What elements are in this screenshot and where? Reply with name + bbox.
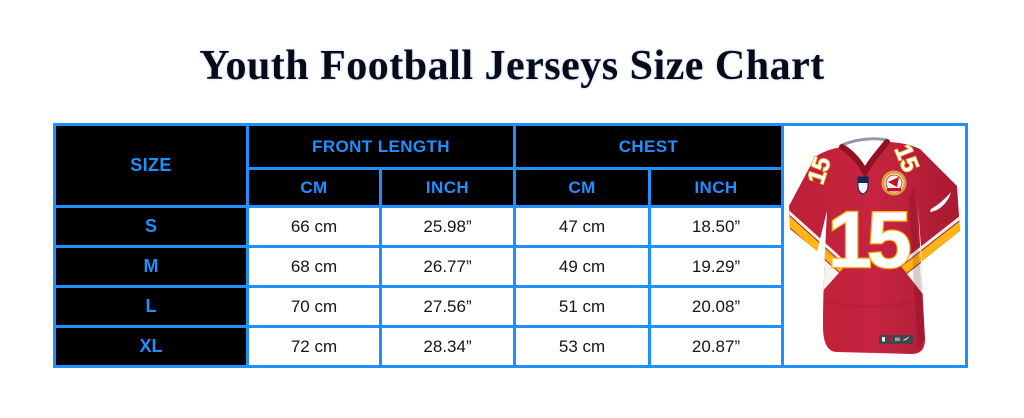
cell-xl-front-inch: 28.34”	[378, 325, 517, 368]
cell-s-front-inch: 25.98”	[378, 205, 517, 248]
jersey-image-cell: 15 15	[781, 123, 969, 368]
cell-xl-chest-cm: 53 cm	[513, 325, 652, 368]
column-header-front-length: FRONT LENGTH	[245, 123, 517, 170]
size-chart-table: SIZE FRONT LENGTH CHEST	[53, 123, 969, 368]
cell-s-chest-cm: 47 cm	[513, 205, 652, 248]
table-row-s: S 66 cm 25.98” 47 cm 18.50”	[53, 205, 967, 248]
row-label-s: S	[53, 205, 249, 248]
cell-m-chest-cm: 49 cm	[513, 245, 652, 288]
subheader-front-cm: CM	[246, 167, 382, 208]
subheader-chest-cm: CM	[513, 167, 652, 208]
jersey-body	[789, 141, 961, 354]
table-row-m: M 68 cm 26.77” 49 cm 19.29”	[53, 245, 967, 288]
subheader-front-inch: INCH	[378, 167, 517, 208]
cell-l-chest-cm: 51 cm	[513, 285, 652, 328]
cell-m-front-inch: 26.77”	[378, 245, 517, 288]
nfl-shield-icon	[857, 176, 869, 195]
row-label-m: M	[53, 245, 249, 288]
cell-l-chest-inch: 20.08”	[648, 285, 785, 328]
subheader-chest-inch: INCH	[648, 167, 785, 208]
page-title: Youth Football Jerseys Size Chart	[199, 43, 825, 89]
column-header-size: SIZE	[53, 123, 249, 208]
team-patch-icon	[881, 170, 907, 195]
cell-xl-front-cm: 72 cm	[246, 325, 382, 368]
cell-xl-chest-inch: 20.87”	[648, 325, 785, 368]
jersey-back-collar	[841, 136, 888, 146]
jersey-shading	[909, 185, 926, 349]
cell-m-chest-inch: 19.29”	[648, 245, 785, 288]
swoosh-icon	[930, 191, 952, 212]
row-label-xl: XL	[53, 325, 249, 368]
table-row-l: L 70 cm 27.56” 51 cm 20.08”	[53, 285, 967, 328]
cell-l-front-inch: 27.56”	[378, 285, 517, 328]
chest-number: 15	[828, 195, 910, 284]
jock-tag	[879, 334, 914, 344]
table-row-xl: XL 72 cm 28.34” 53 cm 20.87”	[53, 325, 967, 368]
jersey-image: 15 15	[786, 131, 963, 361]
jersey-collar-trim	[839, 138, 891, 179]
row-label-l: L	[53, 285, 249, 328]
jersey-illustration: 15 15	[789, 136, 961, 354]
cell-s-chest-inch: 18.50”	[648, 205, 785, 248]
column-header-chest: CHEST	[513, 123, 785, 170]
cell-l-front-cm: 70 cm	[246, 285, 382, 328]
cell-m-front-cm: 68 cm	[246, 245, 382, 288]
cell-s-front-cm: 66 cm	[246, 205, 382, 248]
